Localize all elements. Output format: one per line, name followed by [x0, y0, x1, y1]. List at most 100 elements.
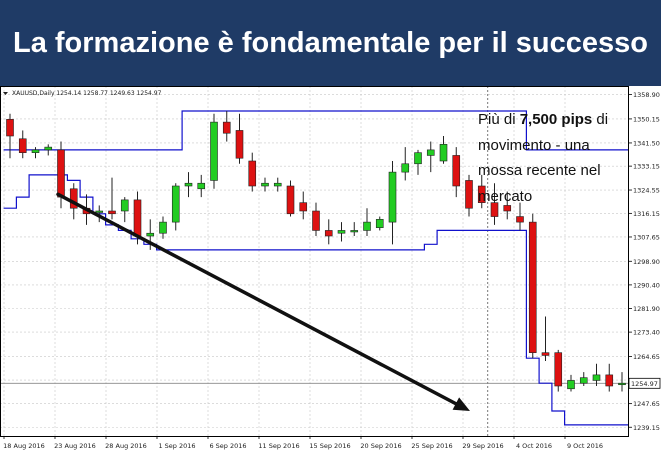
candle: [108, 177, 116, 220]
candle-body-down: [490, 202, 499, 217]
channel-upper-line: [3, 110, 629, 151]
price-channel: [3, 110, 629, 426]
candle: [44, 144, 53, 156]
candle-body-up: [159, 221, 167, 234]
candle-body-up: [401, 163, 410, 173]
candle: [541, 316, 550, 361]
candle-body-down: [477, 185, 486, 203]
candle: [605, 363, 614, 392]
annotation-line-1: Più di 7,500 pips di: [478, 111, 608, 128]
candle: [363, 208, 371, 236]
candle: [120, 197, 129, 223]
x-tick-label: 20 Sep 2016: [360, 442, 401, 450]
candle-body-up: [31, 149, 40, 153]
candle-body-up: [363, 221, 371, 231]
candle: [388, 161, 397, 245]
candle-body-down: [312, 210, 320, 231]
candle: [579, 372, 588, 386]
candle-body-down: [248, 160, 257, 187]
candle-body-down: [222, 121, 231, 134]
candle: [375, 216, 384, 231]
annotation-line-3: mossa recente nel: [478, 162, 601, 179]
candle: [197, 174, 206, 198]
annotation: Più di 7,500 pips di movimento - una mos…: [478, 111, 608, 205]
y-tick-label: 1307.65: [633, 233, 660, 241]
candle: [554, 349, 563, 392]
annotation-line-1-bold: 7,500 pips: [520, 111, 593, 128]
candle: [452, 147, 461, 198]
annotation-line-4: mercato: [478, 188, 532, 205]
candle: [490, 183, 499, 225]
candle: [350, 222, 359, 236]
candle-body-up: [439, 144, 448, 162]
candle-body-down: [235, 130, 244, 159]
candle: [210, 113, 218, 189]
y-tick-label: 1324.55: [633, 187, 660, 195]
x-tick-label: 9 Oct 2016: [567, 442, 603, 450]
current-price-label: 1254.97: [631, 380, 658, 388]
candle: [337, 222, 346, 242]
x-tick-label: 23 Aug 2016: [54, 442, 96, 450]
candle-body-down: [108, 210, 116, 215]
candle-body-up: [375, 219, 384, 228]
candle: [222, 111, 231, 142]
candles: [6, 111, 626, 392]
candle-body-down: [541, 352, 550, 356]
candle: [503, 191, 512, 220]
y-tick-label: 1273.40: [633, 329, 660, 337]
candle-body-up: [197, 182, 206, 190]
x-tick-label: 18 Aug 2016: [3, 442, 45, 450]
x-tick-label: 1 Sep 2016: [158, 442, 195, 450]
candle-body-up: [184, 182, 193, 187]
candle-body-down: [528, 221, 537, 353]
annotation-line-1-c: di: [592, 111, 608, 128]
candle-body-down: [516, 216, 524, 223]
y-tick-label: 1341.50: [633, 139, 660, 147]
trend-arrow: [56, 192, 470, 411]
y-tick-label: 1333.15: [633, 163, 660, 171]
chart-grid: [0, 86, 628, 436]
trend-arrow-head: [452, 397, 470, 411]
y-tick-label: 1247.65: [633, 400, 660, 408]
candle-body-up: [350, 230, 359, 233]
x-tick-label: 11 Sep 2016: [258, 442, 299, 450]
candle-body-up: [44, 146, 53, 151]
y-tick-label: 1281.90: [633, 305, 660, 313]
candle-body-up: [95, 210, 104, 213]
candle-body-up: [592, 374, 601, 381]
candle: [6, 113, 14, 159]
candle: [273, 177, 282, 192]
candle-body-up: [618, 382, 626, 386]
candle-body-down: [69, 188, 78, 209]
candle: [159, 216, 167, 239]
candle: [324, 219, 333, 245]
trend-arrow-shaft: [56, 192, 466, 410]
candle-body-down: [465, 180, 473, 209]
y-tick-label: 1298.90: [633, 258, 660, 266]
candle: [567, 374, 575, 392]
x-tick-label: 25 Sep 2016: [411, 442, 452, 450]
candle-body-down: [605, 374, 614, 387]
current-price-box: [628, 377, 661, 389]
candle-body-up: [273, 182, 282, 187]
candle-body-down: [6, 119, 14, 137]
candle: [18, 130, 27, 159]
candle-body-up: [146, 232, 155, 237]
candle: [95, 205, 104, 223]
x-tick-label: 6 Sep 2016: [209, 442, 246, 450]
y-tick-label: 1290.40: [633, 281, 660, 289]
candle-body-up: [388, 171, 397, 223]
y-tick-label: 1239.15: [633, 424, 660, 432]
candle: [414, 149, 422, 175]
candle: [171, 183, 180, 231]
candle-body-up: [210, 121, 218, 181]
y-tick-label: 1264.65: [633, 353, 660, 361]
candlestick-chart: XAUUSD,Daily 1254.14 1258.77 1249.63 125…: [0, 86, 661, 450]
candle: [592, 363, 601, 386]
candle: [299, 191, 308, 220]
candle: [528, 213, 537, 359]
channel-lower-line: [3, 174, 629, 426]
current-price-tag: 1254.97: [628, 377, 661, 389]
candle-body-down: [18, 138, 27, 153]
candle-body-down: [299, 202, 308, 212]
